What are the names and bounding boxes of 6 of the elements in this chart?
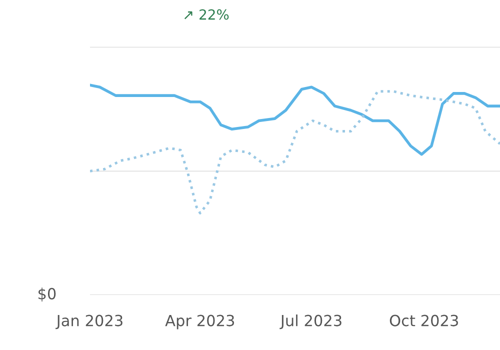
x-tick-label: Apr 2023	[165, 314, 234, 330]
text: ↗ 22%	[184, 9, 229, 20]
text: $0	[38, 288, 56, 302]
x-tick-label: Oct 2023	[390, 314, 458, 326]
x-tick-label: Jan 2023	[56, 314, 122, 330]
x-tick-label: Jul 2023	[280, 314, 342, 330]
